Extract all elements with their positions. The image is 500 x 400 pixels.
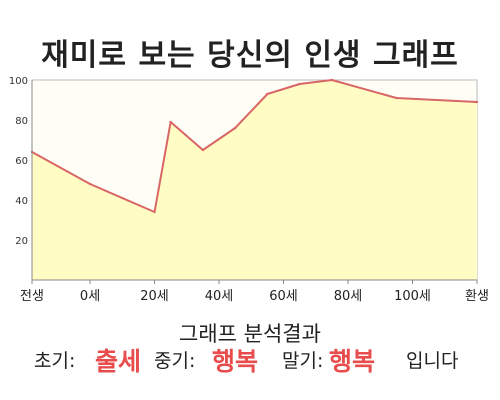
analysis-heading: 그래프 분석결과 xyxy=(179,322,321,346)
late-label: 말기: xyxy=(282,350,324,372)
x-tick-label: 전생 xyxy=(20,289,44,304)
x-tick-label: 20세 xyxy=(140,289,169,304)
x-tick-label: 환생 xyxy=(465,289,489,304)
y-tick-label: 40 xyxy=(15,196,28,207)
data-point xyxy=(201,148,205,152)
data-point xyxy=(169,120,172,124)
data-point xyxy=(153,210,156,214)
early-value: 출세 xyxy=(95,347,142,376)
data-point xyxy=(395,96,398,100)
y-tick-label: 100 xyxy=(9,76,28,87)
ending-text: 입니다 xyxy=(406,350,459,372)
x-tick-label: 40세 xyxy=(205,289,234,304)
data-point xyxy=(88,182,92,186)
chart-title: 재미로 보는 당신의 인생 그래프 xyxy=(41,38,459,73)
late-value: 행복 xyxy=(329,347,376,376)
data-point xyxy=(330,78,334,82)
y-tick-label: 20 xyxy=(15,236,28,247)
data-point xyxy=(233,126,237,130)
data-point xyxy=(298,82,301,86)
middle-value: 행복 xyxy=(212,347,259,376)
early-label: 초기: xyxy=(34,350,76,372)
x-tick-label: 100세 xyxy=(394,289,431,304)
x-tick-label: 0세 xyxy=(80,289,100,304)
y-tick-label: 80 xyxy=(15,116,28,127)
area-fill xyxy=(32,80,477,280)
x-tick-label: 60세 xyxy=(269,289,298,304)
data-point xyxy=(475,100,479,104)
x-tick-label: 80세 xyxy=(334,289,363,304)
data-point xyxy=(266,92,269,96)
y-tick-label: 60 xyxy=(15,156,28,167)
middle-label: 중기: xyxy=(154,350,196,372)
